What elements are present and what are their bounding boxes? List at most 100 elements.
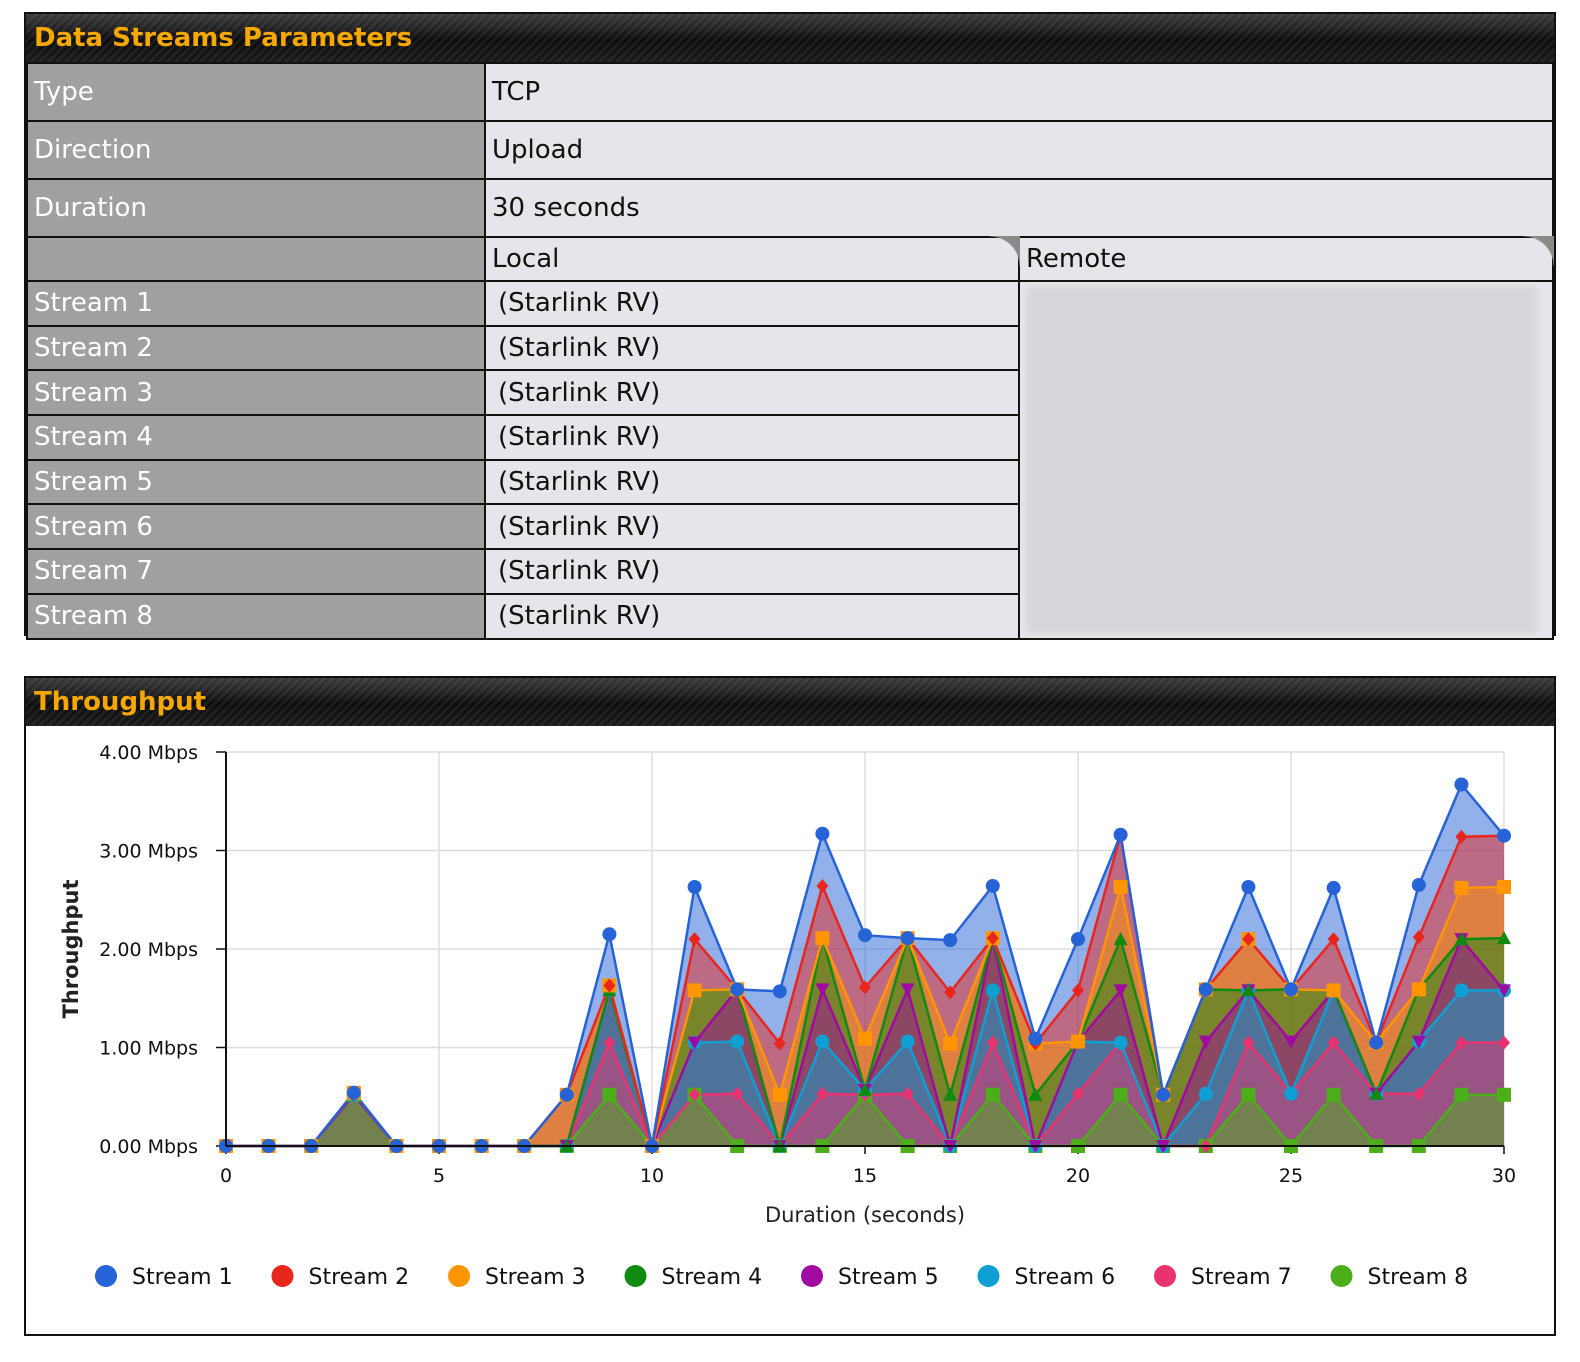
legend-marker (448, 1265, 470, 1287)
legend-marker (1154, 1265, 1176, 1287)
table-row: Direction Upload (26, 120, 1554, 180)
stream-local: (Starlink RV) (484, 503, 1020, 551)
x-tick-label: 15 (853, 1165, 877, 1187)
table-row: Stream 4 (Starlink RV) (26, 414, 1553, 461)
data-point-stream-7 (688, 1087, 701, 1102)
data-point-stream-2 (603, 978, 616, 993)
table-row: Stream 6 (Starlink RV) (26, 503, 1553, 551)
data-point-stream-7 (1498, 1035, 1510, 1050)
data-point-stream-4 (1028, 1087, 1043, 1101)
data-point-stream-7 (1412, 1086, 1425, 1101)
stream-label: Stream 6 (26, 503, 486, 551)
legend-marker (624, 1265, 647, 1287)
stream-local: (Starlink RV) (484, 369, 1020, 417)
data-point-stream-3 (858, 1031, 872, 1046)
data-point-stream-7 (986, 1035, 999, 1050)
data-point-stream-6 (985, 983, 1000, 998)
y-tick-label: 0.00 Mbps (99, 1136, 198, 1158)
data-point-stream-1 (1411, 877, 1426, 892)
y-axis-label: Throughput (59, 879, 83, 1018)
stream-local: (Starlink RV) (484, 280, 1020, 327)
local-header: Local (484, 236, 1021, 282)
stream-remote-redacted (1018, 280, 1554, 640)
stream-label: Stream 4 (26, 414, 486, 461)
row-value: Upload (484, 120, 1554, 180)
data-point-stream-6 (900, 1034, 915, 1049)
legend-label: Stream 5 (838, 1265, 939, 1290)
table-row: Stream 8 (Starlink RV) (26, 592, 1553, 640)
x-tick-label: 5 (433, 1165, 445, 1187)
throughput-chart-svg: 0.00 Mbps 1.00 Mbps 2.00 Mbps 3.00 Mbps 4.00… (59, 742, 1516, 1290)
data-point-stream-1 (1454, 777, 1469, 792)
stream-label: Stream 7 (26, 548, 486, 595)
data-point-stream-8 (1113, 1087, 1128, 1102)
data-point-stream-2 (986, 931, 999, 946)
data-point-stream-5 (1497, 984, 1511, 998)
data-point-stream-7 (603, 1035, 616, 1050)
table-row: Duration 30 seconds (26, 178, 1554, 238)
data-point-stream-5 (1113, 984, 1128, 998)
data-point-stream-1 (1326, 880, 1341, 895)
legend-label: Stream 8 (1368, 1265, 1469, 1290)
row-value: 30 seconds (484, 178, 1554, 238)
legend-marker (801, 1265, 823, 1287)
legend-label: Stream 3 (485, 1265, 586, 1290)
legend-label: Stream 4 (662, 1265, 763, 1290)
stream-local: (Starlink RV) (484, 458, 1020, 506)
legend-marker (977, 1265, 1000, 1287)
data-point-stream-6 (730, 1034, 745, 1049)
data-point-stream-6 (1198, 1086, 1213, 1101)
stream-local: (Starlink RV) (484, 414, 1020, 461)
stream-label: Stream 5 (26, 458, 486, 506)
data-point-stream-3 (1411, 982, 1426, 997)
table-row: Type TCP (26, 62, 1554, 122)
throughput-panel: Throughput 0.00 Mbps 1.00 Mbps 2.00 Mbps 3.… (24, 676, 1556, 1336)
data-point-stream-5 (1411, 1035, 1426, 1049)
data-point-stream-6 (815, 1034, 830, 1049)
data-point-stream-1 (985, 878, 1000, 893)
redacted-blur (1026, 286, 1538, 634)
row-value: TCP (484, 62, 1554, 122)
data-point-stream-8 (1241, 1087, 1256, 1102)
data-point-stream-3 (1326, 983, 1341, 998)
data-point-stream-3 (1071, 1034, 1085, 1049)
panel-title: Throughput (26, 678, 1554, 726)
x-tick-label: 20 (1066, 1165, 1090, 1187)
data-point-stream-2 (944, 985, 957, 1000)
data-point-stream-2 (773, 1036, 786, 1051)
data-point-stream-6 (1454, 983, 1469, 998)
data-point-stream-7 (901, 1086, 914, 1101)
data-point-stream-2 (1242, 932, 1255, 947)
data-point-stream-2 (1455, 829, 1468, 844)
data-point-stream-1 (858, 928, 872, 943)
data-point-stream-5 (815, 983, 830, 997)
data-point-stream-3 (943, 1036, 958, 1051)
stream-label: Stream 1 (26, 280, 486, 327)
data-point-stream-3 (1497, 879, 1511, 894)
legend-label: Stream 7 (1191, 1265, 1292, 1290)
legend-label: Stream 2 (309, 1265, 410, 1290)
data-point-stream-3 (687, 983, 702, 998)
data-point-stream-4 (858, 1082, 872, 1096)
y-tick-label: 3.00 Mbps (99, 841, 198, 863)
data-point-stream-8 (602, 1087, 617, 1102)
stream-label: Stream 2 (26, 324, 486, 372)
data-point-stream-2 (1412, 930, 1425, 945)
data-point-stream-1 (602, 927, 617, 942)
data-streams-parameters-panel: Data Streams Parameters Type TCP Directi… (24, 12, 1556, 640)
data-point-stream-7 (1242, 1035, 1255, 1050)
data-point-stream-4 (1369, 1086, 1384, 1100)
data-point-stream-8 (1454, 1087, 1469, 1102)
data-point-stream-3 (772, 1087, 787, 1102)
data-point-stream-7 (816, 1086, 829, 1101)
data-point-stream-2 (1327, 932, 1340, 947)
y-tick-label: 1.00 Mbps (99, 1038, 198, 1060)
row-label: Direction (26, 120, 486, 180)
data-point-stream-6 (1284, 1086, 1298, 1101)
data-point-stream-1 (1156, 1087, 1171, 1102)
data-point-stream-8 (1326, 1087, 1341, 1102)
area-stream-8 (226, 1094, 1504, 1146)
data-point-stream-3 (815, 931, 830, 946)
data-point-stream-5 (900, 983, 915, 997)
legend-label: Stream 6 (1015, 1265, 1116, 1290)
